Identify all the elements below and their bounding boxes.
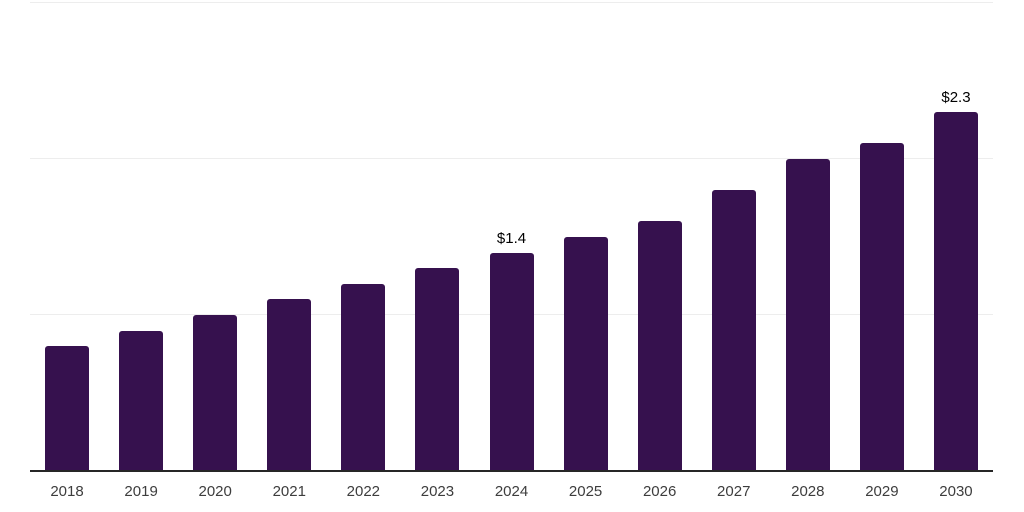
bar-2022 — [341, 283, 386, 471]
bar-band — [771, 3, 845, 471]
x-tick-label: 2024 — [494, 483, 529, 500]
bar-band: $2.3 — [919, 3, 993, 471]
bars-container: $1.4 $2.3 — [30, 3, 993, 471]
x-tick-label: 2018 — [50, 483, 84, 500]
x-tick-label: 2029 — [865, 483, 899, 500]
x-tick-label: 2019 — [124, 483, 158, 500]
bar-2025 — [563, 237, 608, 471]
x-tick-label: 2027 — [717, 483, 751, 500]
x-tick-label: 2028 — [791, 483, 825, 500]
bar-2027 — [711, 190, 756, 471]
bar-2023 — [415, 268, 460, 471]
bar-2029 — [859, 143, 904, 471]
x-axis-labels: 2018 2019 2020 2021 2022 2023 2024 2025 2026 2027… — [30, 483, 993, 501]
bar-value-label: $1.4 — [496, 229, 527, 247]
bar-band — [623, 3, 697, 471]
bar-2020 — [193, 315, 238, 471]
bar-band — [697, 3, 771, 471]
bar-2024 — [489, 252, 534, 471]
gridline — [30, 158, 993, 160]
x-tick-label: 2021 — [272, 483, 306, 500]
bar-band — [30, 3, 104, 471]
x-tick-label: 2025 — [568, 483, 603, 500]
bar-2026 — [637, 221, 682, 471]
x-tick-label: 2030 — [939, 483, 973, 500]
bar-band — [178, 3, 252, 471]
bar-2028 — [785, 159, 830, 471]
bar-2030 — [933, 112, 978, 471]
bar-band — [400, 3, 474, 471]
x-tick-label: 2020 — [198, 483, 232, 500]
x-axis-line — [30, 470, 993, 472]
x-tick-label: 2022 — [346, 483, 381, 500]
gridline — [30, 2, 993, 3]
bar-2021 — [267, 299, 312, 471]
plot-area: $1.4 $2.3 — [30, 2, 993, 472]
bar-2018 — [45, 346, 90, 471]
bar-band: $1.4 — [474, 3, 548, 471]
x-tick-label: 2026 — [642, 483, 677, 500]
bar-band — [549, 3, 623, 471]
bar-2019 — [119, 330, 164, 471]
x-tick-label: 2023 — [420, 483, 455, 500]
bar-band — [252, 3, 326, 471]
bar-band — [326, 3, 400, 471]
bar-band — [104, 3, 178, 471]
bar-value-label: $2.3 — [941, 89, 971, 107]
bar-band — [845, 3, 919, 471]
